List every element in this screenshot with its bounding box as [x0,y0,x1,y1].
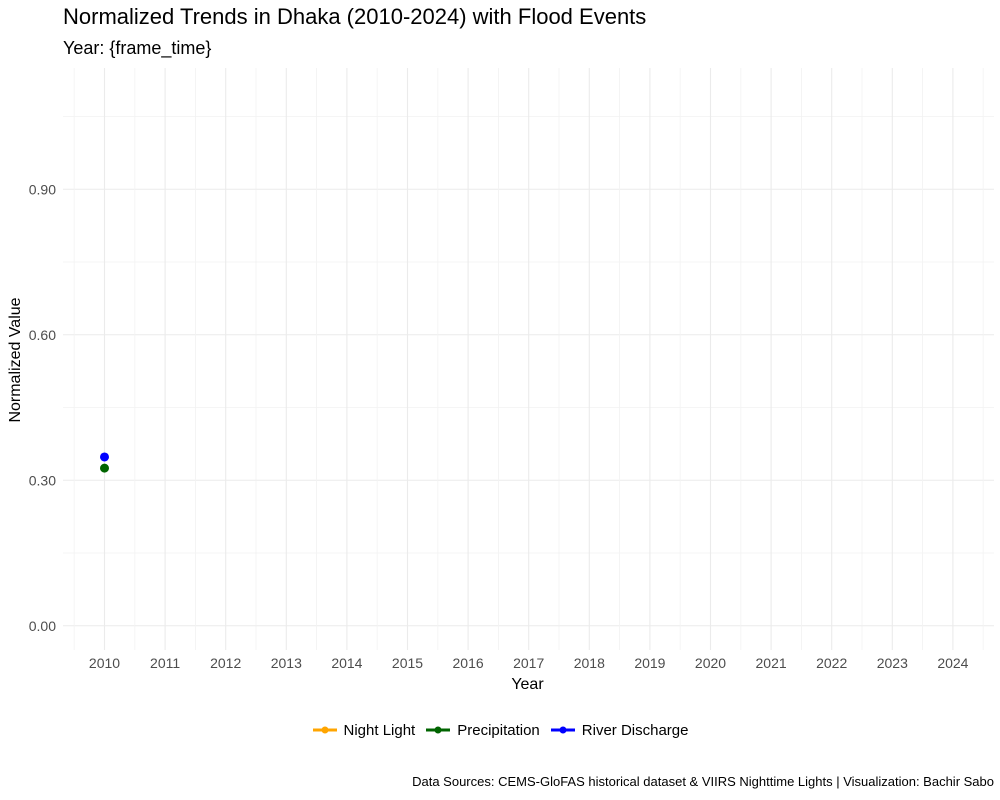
y-tick-label: 0.30 [29,472,56,488]
x-tick-label: 2020 [695,655,726,671]
legend-label: River Discharge [581,721,689,739]
x-tick-label: 2014 [331,655,362,671]
x-tick-label: 2019 [634,655,665,671]
legend-label: Night Light [343,721,416,739]
x-tick-label: 2021 [756,655,787,671]
y-tick-label: 0.00 [29,618,56,634]
caption: Data Sources: CEMS-GloFAS historical dat… [412,774,994,789]
x-axis-title: Year [511,676,544,693]
legend-item: Night Light [312,720,416,740]
chart-title: Normalized Trends in Dhaka (2010-2024) w… [63,4,647,29]
y-tick-label: 0.90 [29,181,56,197]
x-tick-label: 2011 [150,655,180,671]
chart-plot: 0.00 0.30 0.60 0.90 2010 2011 2012 2013 2014 2015… [7,68,994,693]
legend-label: Precipitation [457,721,540,739]
x-tick-label: 2023 [877,655,908,671]
x-tick-label: 2024 [937,655,968,671]
data-point [100,452,109,462]
legend-key [426,726,451,734]
y-axis-title: Normalized Value [7,297,24,422]
data-point [100,463,109,473]
chart-subtitle: Year: {frame_time} [63,38,212,58]
y-tick-label: 0.60 [29,327,56,343]
x-tick-label: 2013 [271,655,302,671]
x-tick-label: 2017 [513,655,544,671]
legend-item: River Discharge [550,720,689,740]
x-tick-label: 2015 [392,655,423,671]
legend-key [550,726,575,734]
legend-item: Precipitation [425,720,540,740]
legend-key [312,726,337,734]
x-tick-label: 2018 [574,655,605,671]
x-tick-label: 2012 [210,655,241,671]
x-tick-label: 2010 [89,655,120,671]
legend: Night Light Precipitation River Discharge [0,720,1000,740]
x-tick-label: 2016 [453,655,484,671]
x-tick-label: 2022 [816,655,847,671]
